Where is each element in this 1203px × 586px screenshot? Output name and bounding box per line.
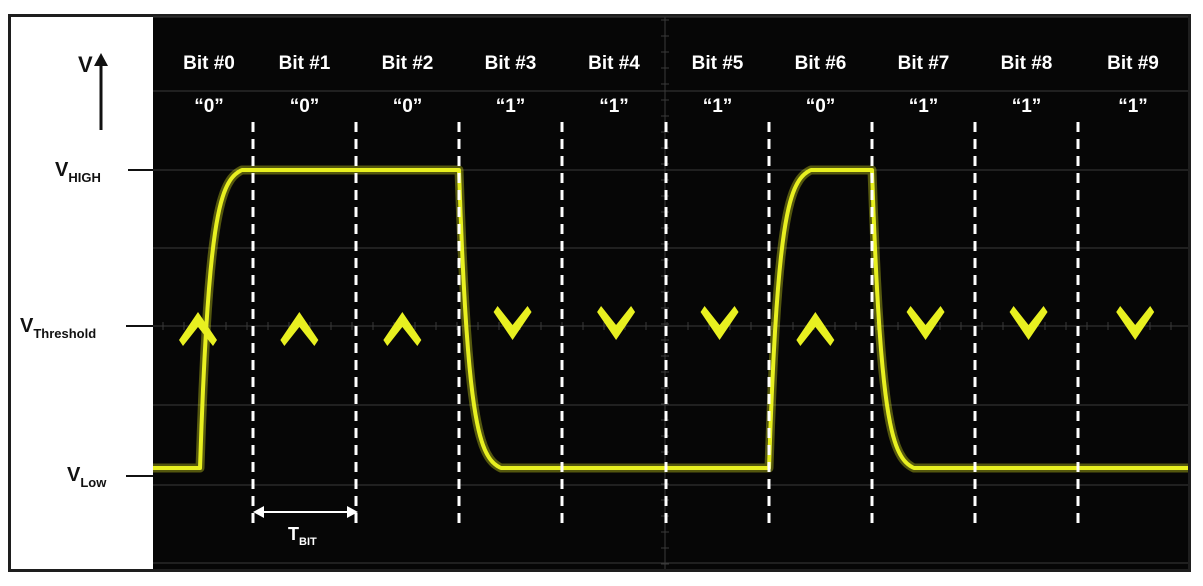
bit-value: “1” bbox=[496, 96, 526, 117]
bit-label: Bit #5 bbox=[692, 53, 744, 74]
bit-value: “0” bbox=[393, 96, 423, 117]
bit-label: Bit #2 bbox=[382, 53, 434, 74]
v-threshold-level: VThreshold bbox=[20, 315, 153, 341]
oscilloscope-screen bbox=[153, 17, 1188, 569]
bit-label: Bit #9 bbox=[1107, 53, 1159, 74]
bit-value: “1” bbox=[703, 96, 733, 117]
bit-label: Bit #3 bbox=[485, 53, 537, 74]
rising-edge-arrow-icon bbox=[280, 312, 319, 346]
arrow-up-icon bbox=[94, 53, 108, 66]
bit-value: “0” bbox=[194, 96, 224, 117]
bit-label: Bit #6 bbox=[795, 53, 847, 74]
voltage-axis-label: V bbox=[78, 52, 93, 77]
t-bit-label: TBIT bbox=[288, 524, 317, 548]
bit-value: “1” bbox=[599, 96, 629, 117]
bit-value: “1” bbox=[1118, 96, 1148, 117]
bit-label: Bit #8 bbox=[1001, 53, 1053, 74]
v-threshold-label: VThreshold bbox=[20, 315, 96, 341]
falling-edge-arrow-icon bbox=[1009, 306, 1048, 340]
v-low-level: VLow bbox=[67, 464, 153, 490]
bit-label: Bit #4 bbox=[588, 53, 640, 74]
bit-label: Bit #7 bbox=[898, 53, 950, 74]
falling-edge-arrow-icon bbox=[1116, 306, 1155, 340]
bit-labels: Bit #0 “0” Bit #1 “0” Bit #2 “0” Bit #3 “1” Bit … bbox=[183, 53, 1159, 117]
scope-grid bbox=[153, 16, 1188, 569]
rising-edge-arrow-icon bbox=[383, 312, 422, 346]
transition-arrows bbox=[179, 306, 1155, 346]
bit-value: “1” bbox=[1012, 96, 1042, 117]
t-bit-marker: TBIT bbox=[253, 506, 358, 548]
bit-label: Bit #1 bbox=[279, 53, 331, 74]
rising-edge-arrow-icon bbox=[796, 312, 835, 346]
bit-value: “0” bbox=[806, 96, 836, 117]
falling-edge-arrow-icon bbox=[700, 306, 739, 340]
falling-edge-arrow-icon bbox=[906, 306, 945, 340]
v-low-label: VLow bbox=[67, 464, 107, 490]
voltage-axis: V bbox=[78, 52, 108, 130]
bit-label: Bit #0 bbox=[183, 53, 235, 74]
waveform-trace bbox=[153, 165, 1188, 473]
v-high-label: VHIGH bbox=[55, 159, 101, 185]
waveform-glow bbox=[153, 165, 1188, 473]
falling-edge-arrow-icon bbox=[597, 306, 636, 340]
arrow-right-icon bbox=[347, 506, 358, 518]
bit-value: “0” bbox=[290, 96, 320, 117]
waveform-line bbox=[153, 168, 1188, 470]
v-high-level: VHIGH bbox=[55, 159, 153, 185]
rising-edge-arrow-icon bbox=[179, 312, 217, 346]
bit-value: “1” bbox=[909, 96, 939, 117]
arrow-left-icon bbox=[253, 506, 264, 518]
falling-edge-arrow-icon bbox=[493, 306, 532, 340]
